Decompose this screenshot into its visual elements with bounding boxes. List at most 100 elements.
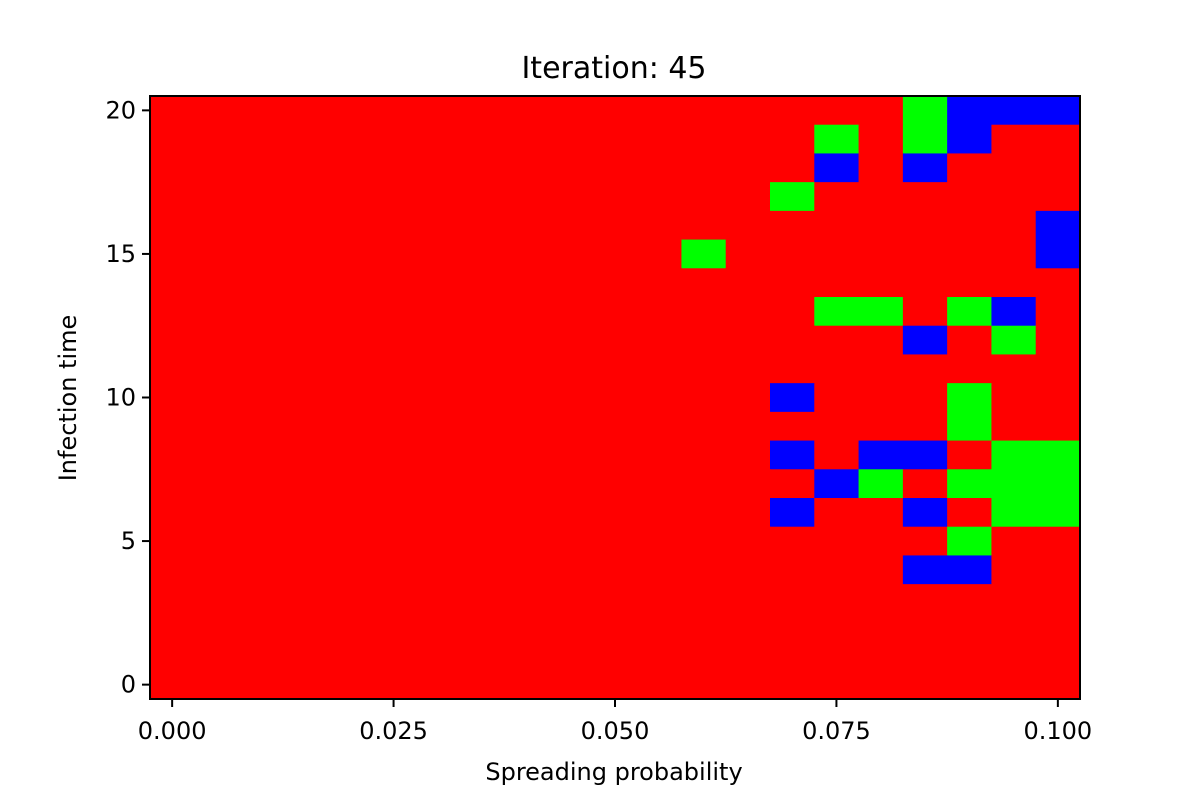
heatmap-cell [548,555,594,585]
heatmap-cell [947,670,993,700]
heatmap-cell [814,297,860,327]
heatmap-cell [902,182,948,212]
heatmap-cell [371,210,417,241]
heatmap-cell [770,96,815,126]
heatmap-cell [858,498,904,528]
heatmap-cell [814,239,860,269]
heatmap-cell [460,124,505,155]
heatmap-cell [592,498,638,528]
heatmap-cell [770,182,815,212]
heatmap-cell [637,498,683,528]
heatmap-cell [592,555,638,585]
heatmap-cell [902,124,948,155]
x-axis-label: Spreading probability [485,758,742,786]
heatmap-cell [991,612,1037,643]
heatmap-cell [1035,584,1081,614]
heatmap-cell [637,440,683,470]
heatmap-cell [194,440,240,470]
heatmap-cell [858,555,904,585]
y-tick-label: 5 [121,527,136,555]
y-tick-label: 15 [105,240,136,268]
heatmap-cell [1035,670,1081,700]
heatmap-cell [548,182,594,212]
heatmap-cell [858,153,904,183]
heatmap-cell [991,555,1037,585]
heatmap-cell [637,584,683,614]
heatmap-cell [282,325,328,356]
heatmap-cell [327,670,373,700]
heatmap-cell [991,670,1037,700]
heatmap-cell [327,96,373,126]
heatmap-cell [327,411,373,442]
heatmap-cell [282,268,328,298]
heatmap-cell [681,469,727,499]
heatmap-cell [858,182,904,212]
heatmap-cell [460,469,505,499]
heatmap-cell [947,182,993,212]
heatmap-cell [238,239,284,269]
heatmap-cell [681,526,727,557]
heatmap-cell [858,440,904,470]
heatmap-cell [504,153,550,183]
heatmap-cell [460,555,505,585]
heatmap-cell [858,354,904,384]
heatmap-cell [1035,498,1081,528]
heatmap-cell [282,641,328,671]
heatmap-cell [238,670,284,700]
heatmap-cell [947,498,993,528]
heatmap-cell [415,153,461,183]
x-tick-label: 0.000 [138,717,207,745]
heatmap-cell [371,440,417,470]
heatmap-cell [238,584,284,614]
heatmap-cell [770,153,815,183]
heatmap-cell [504,498,550,528]
heatmap-cell [637,182,683,212]
heatmap-cell [460,612,505,643]
heatmap-cell [282,555,328,585]
heatmap-cell [681,555,727,585]
heatmap-cell [725,124,771,155]
heatmap-cell [681,641,727,671]
heatmap-cell [460,297,505,327]
heatmap-cell [814,210,860,241]
heatmap-cell [947,469,993,499]
heatmap-cell [991,469,1037,499]
heatmap-cell [371,383,417,413]
heatmap-cell [150,239,195,269]
heatmap-cell [548,670,594,700]
heatmap-cell [194,325,240,356]
heatmap-cell [770,325,815,356]
heatmap-cell [991,383,1037,413]
heatmap-cell [902,268,948,298]
heatmap-cell [1035,239,1081,269]
heatmap-cell [592,526,638,557]
heatmap-cell [238,325,284,356]
heatmap-cell [858,612,904,643]
heatmap-cell [415,239,461,269]
heatmap-cell [814,498,860,528]
heatmap-cell [194,641,240,671]
y-tick-label: 20 [105,96,136,124]
heatmap-cell [371,153,417,183]
heatmap-cell [592,96,638,126]
x-tick-label: 0.050 [581,717,650,745]
heatmap-cell [238,555,284,585]
heatmap-cell [592,153,638,183]
heatmap-cell [592,325,638,356]
chart-title: Iteration: 45 [521,51,706,86]
heatmap-cell [902,239,948,269]
heatmap-cell [327,354,373,384]
heatmap-cell [725,268,771,298]
heatmap-cell [371,526,417,557]
heatmap-cell [194,383,240,413]
heatmap-cell [150,440,195,470]
heatmap-cell [548,96,594,126]
heatmap-cell [150,612,195,643]
heatmap-cell [770,124,815,155]
heatmap-cell [415,182,461,212]
heatmap-cell [327,555,373,585]
heatmap-cell [858,124,904,155]
heatmap-cell [282,297,328,327]
heatmap-cell [592,124,638,155]
heatmap-cell [1035,555,1081,585]
